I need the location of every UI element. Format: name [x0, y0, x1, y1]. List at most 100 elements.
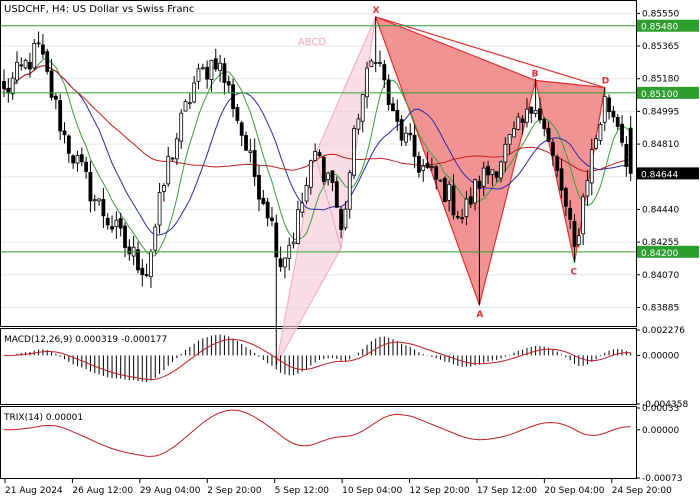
candle-body [239, 122, 244, 136]
candle-body [434, 166, 439, 180]
candle-body [555, 156, 560, 171]
candle-body [425, 163, 430, 168]
candle-body [339, 208, 344, 230]
time-tick-label: 2 Sep 20:00 [207, 486, 262, 496]
candle-body [88, 172, 93, 202]
pattern-point-b: B [532, 69, 539, 79]
candle-body [589, 149, 594, 184]
candle-body [404, 132, 408, 143]
candle-body [2, 80, 6, 89]
time-tick-label: 17 Sep 12:00 [477, 486, 537, 496]
candle-body [97, 198, 101, 202]
candle-body [153, 226, 158, 251]
candle-body [92, 199, 97, 202]
candle-body [447, 183, 452, 201]
candle-body [205, 66, 210, 80]
candle-body [166, 155, 171, 185]
time-tick-label: 20 Sep 04:00 [544, 486, 604, 496]
candle-body [200, 67, 205, 70]
trix-line [4, 409, 631, 457]
candle-body [417, 156, 421, 173]
candle-body [442, 177, 447, 203]
current-price-tag [637, 167, 699, 180]
candle-body [365, 67, 369, 98]
candle-body [563, 188, 568, 207]
pattern-point-x: X [373, 6, 380, 16]
price-tick-label: 0.85550 [642, 9, 679, 19]
candle-body [408, 132, 413, 136]
candle-body [352, 128, 356, 176]
candle-body [170, 157, 175, 160]
candle-body [28, 61, 32, 70]
candle-body [525, 108, 529, 123]
chart-title: USDCHF, H4: US Dollar vs Swiss Franc [4, 4, 194, 15]
candle-body [529, 106, 534, 114]
candle-body [516, 116, 521, 130]
candle-body [196, 68, 201, 82]
level-price-tag [637, 86, 699, 99]
candle-body [84, 161, 89, 172]
candle-body [49, 70, 54, 98]
candle-body [283, 257, 287, 268]
candle-body [270, 217, 274, 222]
candle-body [66, 135, 71, 154]
candle-body [317, 152, 322, 157]
trix-tick-label: 0.00033 [642, 404, 679, 414]
candle-body [291, 241, 296, 245]
trix-tick-label: -0.00073 [642, 474, 682, 484]
candle-body [36, 42, 41, 45]
candle-body [226, 81, 231, 86]
price-tick-label: 0.85180 [642, 75, 679, 85]
candle-body [127, 246, 132, 255]
candle-body [265, 201, 270, 219]
macd-tick-label: 0.00000 [642, 351, 679, 361]
candle-body [6, 87, 11, 94]
candle-body [58, 99, 63, 132]
price-tick-label: 0.84070 [642, 271, 679, 281]
candle-body [252, 150, 257, 177]
candle-body [313, 151, 318, 161]
candle-body [481, 167, 486, 187]
candle-body [615, 117, 620, 127]
macd-tick-label: -0.004358 [642, 400, 688, 410]
candle-body [179, 112, 184, 142]
candle-body [369, 60, 374, 67]
candle-body [607, 97, 611, 113]
candle-body [477, 180, 482, 190]
candle-body [334, 181, 339, 208]
candle-body [490, 169, 495, 175]
candle-body [503, 143, 508, 163]
candle-body [101, 199, 106, 217]
candle-body [581, 196, 586, 235]
candle-body [421, 165, 426, 171]
price-tick-label: 0.85365 [642, 42, 679, 52]
pattern-point-a: A [476, 310, 483, 320]
candle-body [19, 64, 24, 67]
candle-body [105, 217, 110, 226]
candle-body [550, 142, 555, 156]
time-tick-label: 12 Sep 20:00 [410, 486, 470, 496]
candle-body [10, 77, 15, 95]
candle-body [79, 154, 84, 163]
candle-body [326, 172, 331, 181]
candle-body [45, 51, 50, 72]
candle-body [32, 42, 37, 69]
candle-body [261, 197, 266, 205]
candle-body [585, 180, 590, 197]
candle-body [464, 198, 469, 217]
level-price-label: 0.84200 [641, 249, 678, 259]
candle-body [136, 249, 140, 271]
pattern-point-c: C [570, 267, 577, 277]
time-tick-label: 29 Aug 04:00 [140, 486, 201, 496]
candle-body [382, 64, 387, 81]
candle-body [559, 168, 564, 191]
sma-slow-line [3, 65, 631, 173]
level-price-tag [637, 19, 699, 32]
candle-body [507, 134, 512, 145]
time-tick-label: 21 Aug 2024 [5, 486, 63, 496]
level-price-label: 0.85100 [641, 90, 678, 100]
candle-body [162, 185, 166, 192]
candle-body [460, 217, 465, 220]
candle-body [304, 184, 309, 202]
